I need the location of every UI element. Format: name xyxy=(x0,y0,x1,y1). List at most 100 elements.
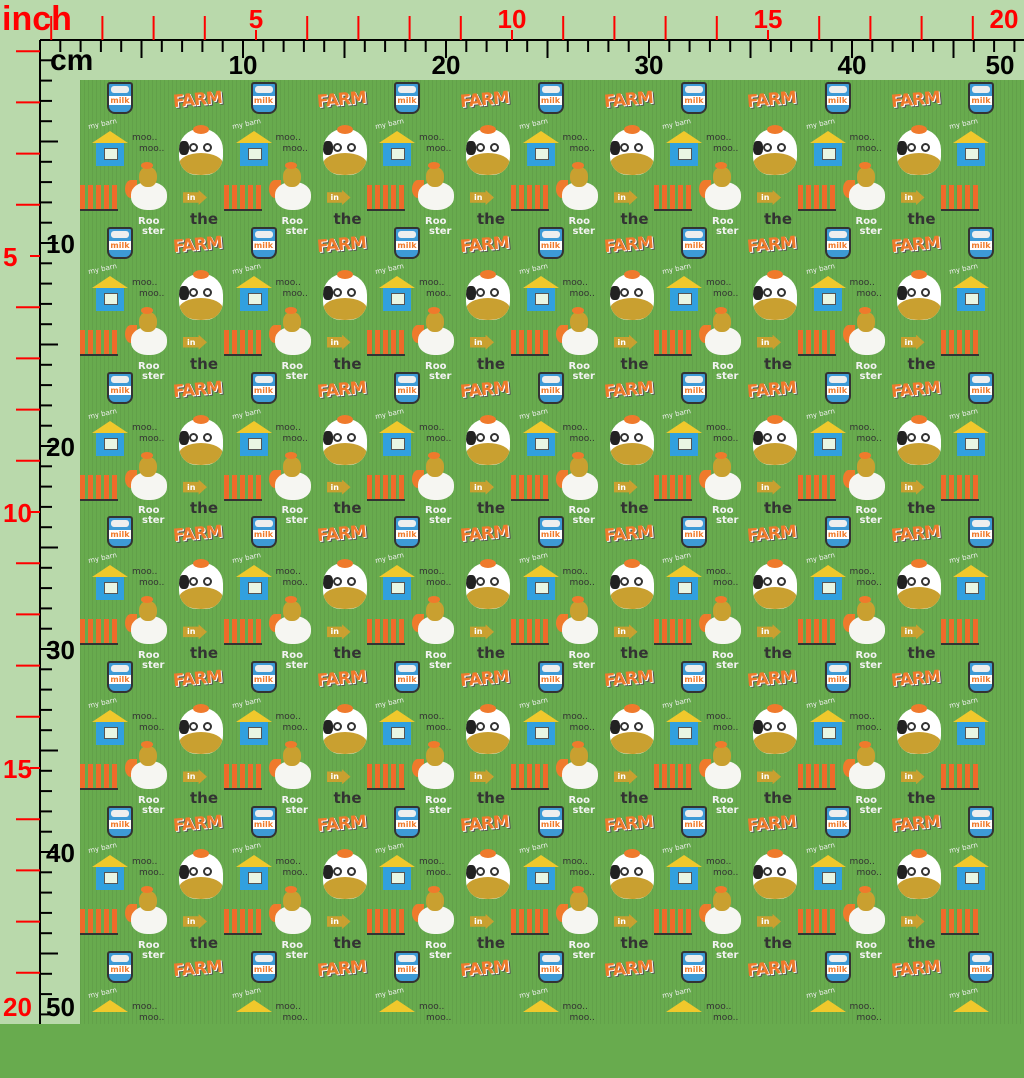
milk-bucket-motif: milk xyxy=(250,661,277,694)
barn-motif xyxy=(957,432,985,456)
ruler: 10 10 20 20 30 30 40 40 50 50 5 5 10 10 15 15 20 20 xyxy=(3,4,1024,1024)
the-text: the xyxy=(477,933,506,952)
rooster-text: Roo ster xyxy=(855,215,882,237)
moo-text: moo.. moo.. xyxy=(132,133,165,154)
the-text: the xyxy=(620,499,649,518)
cm-label-top: 20 xyxy=(432,50,461,80)
rooster-text: Roo ster xyxy=(712,215,739,237)
milk-text: milk xyxy=(252,96,275,105)
in-arrow-motif: in xyxy=(326,914,351,929)
milk-bucket-motif: milk xyxy=(824,950,851,983)
milk-bucket-motif: milk xyxy=(394,806,420,838)
rooster-text: Roo ster xyxy=(138,939,165,961)
moo-text: moo.. moo.. xyxy=(419,1001,452,1023)
barn-motif xyxy=(239,287,268,311)
moo-text: moo.. moo.. xyxy=(132,1001,165,1023)
pattern-tile: milk Roo ster FARM the my barn moo.. moo..… xyxy=(223,788,367,935)
pattern-tile: milk Roo ster FARM the my barn moo.. moo..… xyxy=(223,354,367,501)
the-text: the xyxy=(907,209,936,228)
rooster-text: Roo ster xyxy=(712,650,739,672)
rooster-motif xyxy=(555,162,602,212)
the-text: the xyxy=(620,354,649,373)
rooster-motif xyxy=(842,162,889,212)
milk-text: milk xyxy=(826,964,849,974)
milk-text: milk xyxy=(970,96,992,105)
milk-bucket-motif: milk xyxy=(107,661,133,694)
pattern-tile: milk Roo ster FARM the my barn moo.. moo.. xyxy=(654,933,797,1078)
cow-motif xyxy=(895,849,943,901)
in-arrow-motif: in xyxy=(900,914,925,929)
cow-motif xyxy=(321,559,369,611)
in-arrow-motif: in xyxy=(470,479,494,495)
rooster-text: Roo ster xyxy=(568,360,595,382)
moo-text: moo.. moo.. xyxy=(706,277,739,299)
pattern-tile: milk my barn xyxy=(941,64,1024,211)
cow-motif xyxy=(895,704,943,756)
moo-text: moo.. moo.. xyxy=(706,1001,739,1023)
rooster-text: Roo ster xyxy=(425,939,452,961)
milk-bucket-motif: milk xyxy=(968,82,994,114)
cow-motif xyxy=(751,125,799,177)
cm-label-left: 40 xyxy=(46,838,75,868)
milk-text: milk xyxy=(539,530,562,540)
cow-motif xyxy=(895,269,943,322)
the-text: the xyxy=(764,789,793,807)
cow-motif xyxy=(464,414,512,467)
fence-motif xyxy=(941,474,979,501)
milk-text: milk xyxy=(826,820,849,829)
milk-text: milk xyxy=(109,96,131,105)
moo-text: moo.. moo.. xyxy=(706,133,739,154)
barn-motif xyxy=(670,722,698,746)
inch-label-left: 15 xyxy=(3,754,32,784)
fence-motif xyxy=(654,474,692,501)
pattern-tile: milk Roo ster FARM the my barn moo.. moo..… xyxy=(510,498,654,646)
the-text: the xyxy=(190,499,219,518)
the-text: the xyxy=(333,209,362,228)
fence-motif xyxy=(367,329,405,356)
fence-motif xyxy=(223,185,262,211)
milk-bucket-motif: milk xyxy=(968,806,994,838)
fence-motif xyxy=(223,474,262,501)
in-arrow-motif: in xyxy=(470,769,494,785)
pattern-tile: milk FARM my barn moo.. moo.. in xyxy=(654,64,799,211)
barn-motif xyxy=(96,722,124,746)
barn-motif xyxy=(957,722,985,746)
fence-motif xyxy=(223,909,262,935)
in-arrow-motif: in xyxy=(613,334,638,350)
milk-text: milk xyxy=(109,385,131,395)
rooster-text: Roo ster xyxy=(138,505,165,527)
cow-motif xyxy=(321,269,369,322)
barn-roof-motif xyxy=(92,855,128,867)
moo-text: moo.. moo.. xyxy=(562,277,595,299)
the-text: the xyxy=(764,644,793,663)
cow-motif xyxy=(895,414,943,467)
barn-motif xyxy=(957,287,985,311)
barn-roof-motif xyxy=(953,131,989,143)
pattern-tile: milk Roo ster FARM the my barn moo.. moo..… xyxy=(654,209,797,356)
rooster-motif xyxy=(555,741,602,791)
barn-roof-motif xyxy=(379,999,415,1012)
cow-motif xyxy=(751,704,799,756)
rooster-motif xyxy=(842,596,889,646)
pattern-tile: milk FARM my barn moo.. moo.. in xyxy=(367,64,510,211)
fence-motif xyxy=(797,764,836,791)
barn-roof-motif xyxy=(666,131,702,143)
milk-bucket-motif: milk xyxy=(394,516,420,549)
milk-text: milk xyxy=(252,964,275,974)
pattern-tile: milk my barn xyxy=(941,933,1024,1078)
in-arrow-motif: in xyxy=(183,190,207,205)
milk-bucket-motif: milk xyxy=(250,950,277,983)
rooster-motif xyxy=(268,741,315,791)
barn-roof-motif xyxy=(809,565,846,578)
cow-motif xyxy=(608,414,656,467)
barn-roof-motif xyxy=(522,275,559,288)
barn-motif xyxy=(957,867,985,890)
fence-motif xyxy=(510,764,549,791)
the-text: the xyxy=(907,789,936,807)
milk-text: milk xyxy=(109,964,131,974)
moo-text: moo.. moo.. xyxy=(419,857,452,878)
barn-roof-motif xyxy=(235,565,272,578)
cow-motif xyxy=(608,269,656,322)
milk-text: milk xyxy=(396,385,418,395)
rooster-motif xyxy=(125,886,171,936)
